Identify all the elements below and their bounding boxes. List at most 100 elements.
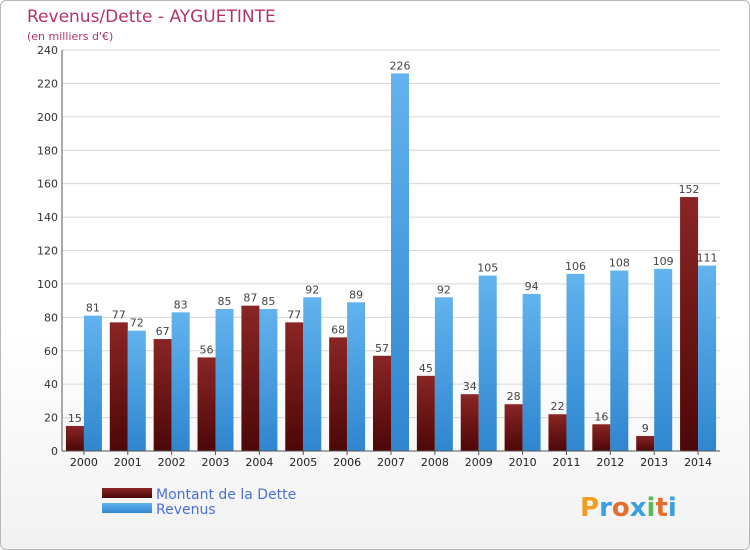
bar-revenus-2008	[434, 297, 453, 451]
bar-debt-2006	[329, 337, 348, 451]
y-tick-label: 0	[51, 445, 58, 458]
x-tick-label: 2003	[202, 456, 230, 469]
x-tick-label: 2001	[114, 456, 142, 469]
data-label-debt-2004: 87	[243, 292, 257, 305]
x-tick-label: 2002	[158, 456, 186, 469]
bar-revenus-2001	[127, 330, 146, 451]
data-label-debt-2013: 9	[642, 422, 649, 435]
data-label-debt-2007: 57	[375, 342, 389, 355]
x-tick-label: 2005	[289, 456, 317, 469]
data-label-revenus-2012: 108	[609, 257, 630, 270]
legend-label-debt: Montant de la Dette	[156, 487, 296, 503]
data-label-revenus-2013: 109	[653, 255, 674, 268]
bar-revenus-2002	[171, 312, 190, 451]
data-label-revenus-2014: 111	[697, 252, 718, 265]
data-label-revenus-2010: 94	[525, 280, 539, 293]
y-tick-label: 120	[37, 245, 58, 258]
legend: Montant de la Dette Revenus	[102, 487, 296, 518]
data-label-revenus-2006: 89	[349, 288, 363, 301]
bar-debt-2013	[636, 435, 655, 451]
data-label-revenus-2000: 81	[86, 302, 100, 315]
data-label-debt-2011: 22	[550, 400, 564, 413]
bar-debt-2003	[197, 357, 216, 451]
brand-text: Proxiti	[580, 493, 677, 523]
y-tick-label: 160	[37, 178, 58, 191]
chart-subtitle: (en milliers d'€)	[27, 30, 113, 43]
legend-label-revenus: Revenus	[156, 502, 216, 518]
x-tick-label: 2007	[377, 456, 405, 469]
y-tick-label: 240	[37, 44, 58, 57]
brand-logo: Proxiti	[580, 493, 677, 523]
data-label-revenus-2008: 92	[437, 283, 451, 296]
bar-revenus-2010	[522, 293, 541, 451]
bar-debt-2002	[153, 339, 172, 451]
bar-debt-2007	[373, 355, 391, 451]
y-axis: 0 20 40 60 80 100 120 140 160 180 200 220 240	[37, 44, 63, 458]
bar-debt-2000	[65, 425, 84, 451]
bar-debt-2005	[285, 322, 304, 451]
data-label-revenus-2004: 85	[261, 295, 275, 308]
data-label-revenus-2007: 226	[390, 59, 411, 72]
bar-revenus-2012	[610, 270, 629, 451]
x-tick-label: 2013	[640, 456, 668, 469]
bar-debt-2009	[460, 394, 479, 451]
y-tick-label: 180	[37, 144, 58, 157]
bar-debt-2001	[109, 322, 128, 451]
x-tick-label: 2004	[245, 456, 273, 469]
data-label-debt-2010: 28	[507, 390, 521, 403]
x-tick-label: 2008	[421, 456, 449, 469]
x-tick-label: 2010	[509, 456, 537, 469]
bar-revenus-2014	[698, 265, 717, 451]
data-label-revenus-2011: 106	[565, 260, 586, 273]
bar-revenus-2003	[215, 308, 234, 451]
y-tick-label: 200	[37, 111, 58, 124]
bar-revenus-2006	[347, 302, 366, 451]
data-label-revenus-2001: 72	[130, 317, 144, 330]
x-tick-label: 2014	[684, 456, 712, 469]
data-label-revenus-2003: 85	[218, 295, 232, 308]
bar-revenus-2004	[259, 308, 278, 451]
bar-debt-2011	[548, 414, 567, 451]
y-tick-label: 140	[37, 211, 58, 224]
data-label-debt-2008: 45	[419, 362, 433, 375]
data-label-debt-2001: 77	[112, 308, 126, 321]
data-label-debt-2009: 34	[463, 380, 477, 393]
legend-swatch-revenus	[102, 503, 152, 513]
bar-debt-2010	[504, 404, 523, 451]
bar-debt-2014	[680, 197, 699, 451]
y-tick-label: 220	[37, 77, 58, 90]
bar-revenus-2005	[303, 297, 322, 451]
bar-revenus-2013	[654, 268, 673, 451]
bar-debt-2004	[241, 305, 260, 451]
bar-debt-2008	[416, 375, 435, 451]
bars: 15 81 77 72 67 83 56 85 87 85 77 92 68 89 57 226 45 92 34 1…	[65, 59, 718, 452]
data-label-revenus-2009: 105	[477, 262, 498, 275]
x-tick-label: 2000	[70, 456, 98, 469]
y-tick-label: 40	[44, 378, 58, 391]
bar-revenus-2011	[566, 273, 585, 451]
data-label-debt-2006: 68	[331, 323, 345, 336]
bar-revenus-2009	[478, 275, 497, 451]
data-label-debt-2014: 152	[679, 183, 700, 196]
bar-revenus-2007	[391, 73, 409, 452]
data-label-debt-2005: 77	[287, 308, 301, 321]
y-tick-label: 80	[44, 311, 58, 324]
data-label-debt-2000: 15	[68, 412, 82, 425]
x-tick-label: 2009	[465, 456, 493, 469]
y-tick-label: 100	[37, 278, 58, 291]
x-tick-label: 2012	[596, 456, 624, 469]
x-axis: 2000 2001 2002 2003 2004 2005 2006 2007 2008 2009…	[62, 450, 720, 469]
data-label-revenus-2005: 92	[305, 283, 319, 296]
bar-debt-2012	[592, 424, 611, 451]
data-label-revenus-2002: 83	[174, 298, 188, 311]
x-tick-label: 2011	[552, 456, 580, 469]
y-tick-label: 60	[44, 345, 58, 358]
x-tick-label: 2006	[333, 456, 361, 469]
data-label-debt-2003: 56	[200, 343, 214, 356]
data-label-debt-2002: 67	[156, 325, 170, 338]
data-label-debt-2012: 16	[594, 410, 608, 423]
legend-swatch-debt	[102, 488, 152, 498]
bar-revenus-2000	[83, 315, 102, 451]
